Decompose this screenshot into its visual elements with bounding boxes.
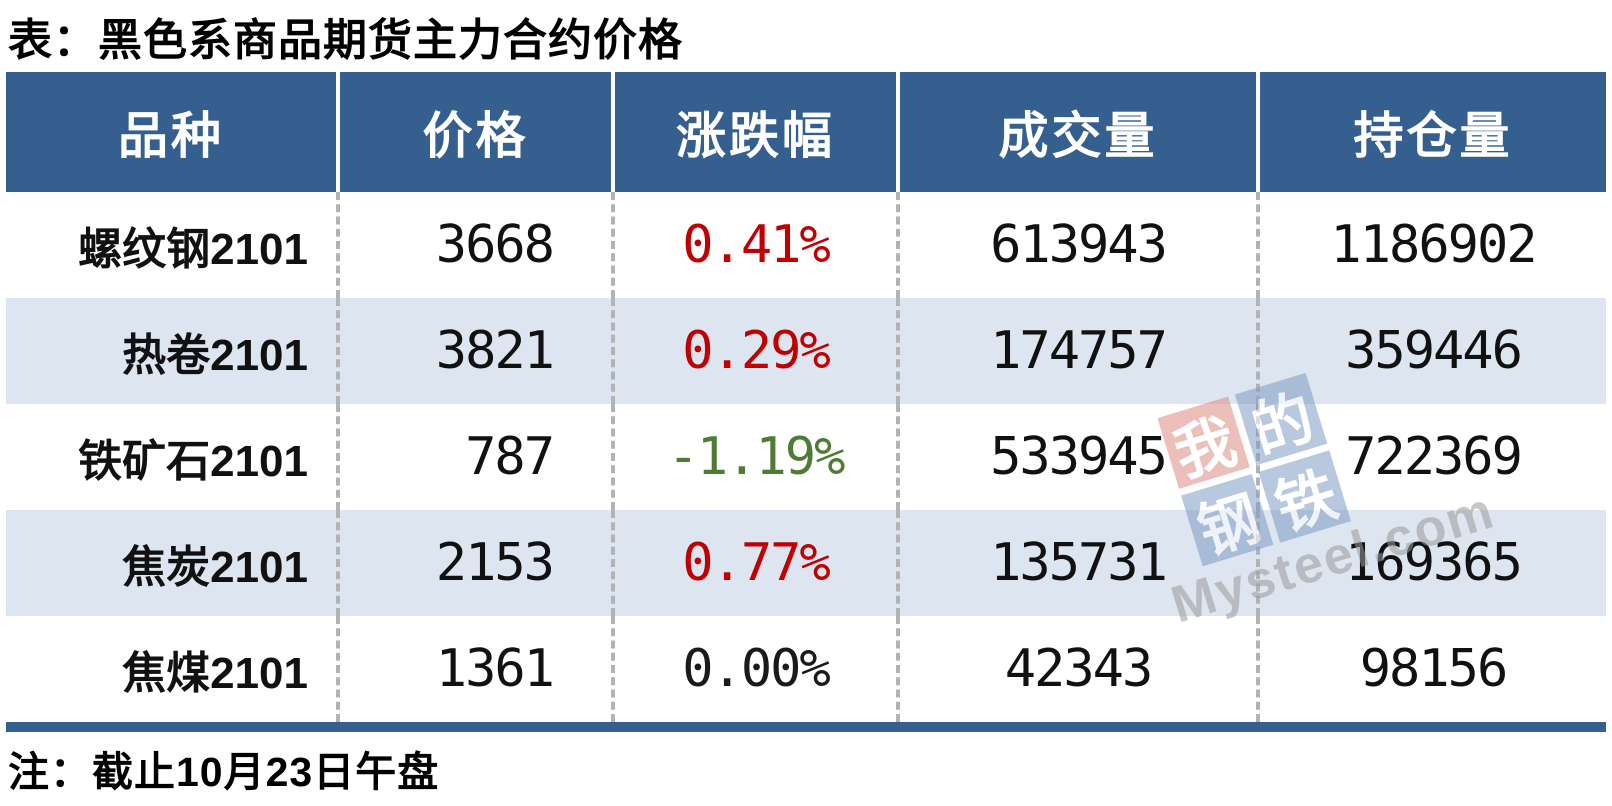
cell-volume: 42343 (900, 616, 1260, 722)
cell-open-interest: 722369 (1345, 427, 1523, 487)
cell-change: 0.41% (615, 192, 900, 298)
cell-volume: 174757 (900, 298, 1260, 404)
table-bottom-bar (6, 722, 1606, 732)
cell-change: 0.00% (615, 616, 900, 722)
cell-change: -1.19% (615, 404, 900, 510)
futures-table: 品种 价格 涨跌幅 成交量 持仓量 螺纹钢2101 3668 0.41% 613… (6, 72, 1606, 732)
table-row: 螺纹钢2101 3668 0.41% 613943 1186902 (6, 192, 1606, 298)
cell-change: 0.77% (615, 510, 900, 616)
cell-open-interest: 169365 (1345, 533, 1523, 593)
cell-variety: 螺纹钢2101 (6, 192, 340, 298)
table-row: 铁矿石2101 787 -1.19% 533945 722369 (6, 404, 1606, 510)
cell-variety: 焦煤2101 (6, 616, 340, 722)
cell-open-interest: 98156 (1359, 639, 1509, 699)
table-header-row: 品种 价格 涨跌幅 成交量 持仓量 (6, 72, 1606, 192)
cell-price: 3668 (340, 192, 615, 298)
cell-variety: 铁矿石2101 (6, 404, 340, 510)
cell-price: 787 (340, 404, 615, 510)
cell-change: 0.29% (615, 298, 900, 404)
column-header-change: 涨跌幅 (615, 72, 900, 192)
cell-open-interest: 359446 (1345, 321, 1523, 381)
column-header-price: 价格 (340, 72, 615, 192)
table-row: 热卷2101 3821 0.29% 174757 359446 (6, 298, 1606, 404)
cell-volume: 613943 (900, 192, 1260, 298)
cell-volume: 135731 (900, 510, 1260, 616)
column-header-variety: 品种 (6, 72, 340, 192)
table-title: 表：黑色系商品期货主力合约价格 (8, 16, 683, 65)
cell-open-interest: 1186902 (1330, 215, 1537, 275)
cell-variety: 热卷2101 (6, 298, 340, 404)
column-header-open-interest: 持仓量 (1353, 108, 1513, 164)
cell-price: 1361 (340, 616, 615, 722)
table-row: 焦煤2101 1361 0.00% 42343 98156 (6, 616, 1606, 722)
cell-price: 3821 (340, 298, 615, 404)
cell-volume: 533945 (900, 404, 1260, 510)
table-row: 焦炭2101 2153 0.77% 135731 169365 (6, 510, 1606, 616)
table-footnote: 注：截止10月23日午盘 (8, 749, 440, 795)
column-header-volume: 成交量 (900, 72, 1260, 192)
cell-variety: 焦炭2101 (6, 510, 340, 616)
cell-price: 2153 (340, 510, 615, 616)
